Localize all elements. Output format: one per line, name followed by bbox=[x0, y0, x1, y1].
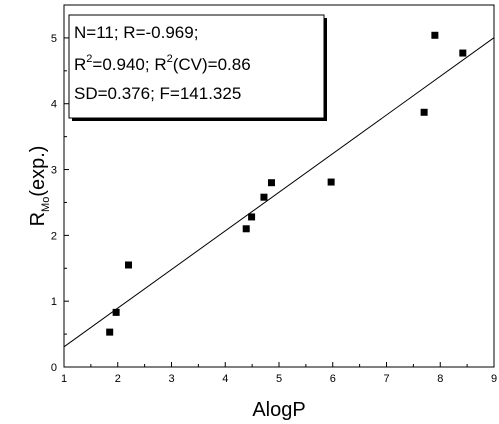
x-tick-label: 7 bbox=[383, 373, 389, 385]
y-tick-label: 1 bbox=[51, 296, 57, 308]
data-point bbox=[125, 261, 132, 269]
x-tick-label: 1 bbox=[61, 373, 67, 385]
stats-r-label: R bbox=[74, 55, 86, 74]
data-point bbox=[260, 193, 268, 201]
data-point bbox=[242, 225, 250, 233]
plot-frame bbox=[63, 4, 495, 368]
stats-line-1: N=11; R=-0.969; bbox=[74, 23, 198, 42]
y-tick-label: 3 bbox=[51, 165, 57, 177]
y-tick-label: 0 bbox=[51, 362, 57, 374]
stats-line-2: R2=0.940; R2(CV)=0.86 bbox=[74, 53, 251, 74]
stats-r2-value: =0.940; R bbox=[92, 55, 166, 74]
data-point bbox=[420, 108, 428, 116]
data-point bbox=[431, 31, 439, 39]
y-tick-label: 4 bbox=[51, 99, 57, 111]
x-tick-label: 5 bbox=[276, 373, 282, 385]
x-tick-label: 8 bbox=[437, 373, 443, 385]
data-point bbox=[106, 328, 114, 336]
y-axis-title: RMo(exp.) bbox=[27, 146, 52, 227]
stats-rcv-value: (CV)=0.86 bbox=[173, 55, 251, 74]
y-axis-title-subscript: Mo bbox=[40, 197, 52, 212]
data-point bbox=[327, 178, 335, 186]
data-point bbox=[459, 49, 467, 57]
y-tick-label: 5 bbox=[51, 33, 57, 45]
stats-rcv-superscript: 2 bbox=[167, 53, 173, 65]
y-axis-title-suffix: (exp.) bbox=[27, 146, 49, 197]
data-point bbox=[112, 308, 120, 316]
x-tick-label: 2 bbox=[115, 373, 121, 385]
x-tick-label: 6 bbox=[330, 373, 336, 385]
stats-r-superscript: 2 bbox=[86, 53, 92, 65]
stats-line-3: SD=0.376; F=141.325 bbox=[74, 84, 241, 103]
x-tick-label: 4 bbox=[222, 373, 228, 385]
data-point bbox=[248, 213, 256, 221]
x-tick-label: 3 bbox=[168, 373, 174, 385]
x-tick-label: 9 bbox=[491, 373, 497, 385]
regression-line bbox=[63, 37, 495, 348]
y-tick-label: 2 bbox=[51, 230, 57, 242]
stats-box bbox=[68, 14, 325, 119]
data-point bbox=[267, 179, 275, 187]
data-points bbox=[106, 31, 467, 336]
x-axis-title: AlogP bbox=[252, 399, 305, 421]
y-axis-title-main: R bbox=[27, 212, 49, 226]
